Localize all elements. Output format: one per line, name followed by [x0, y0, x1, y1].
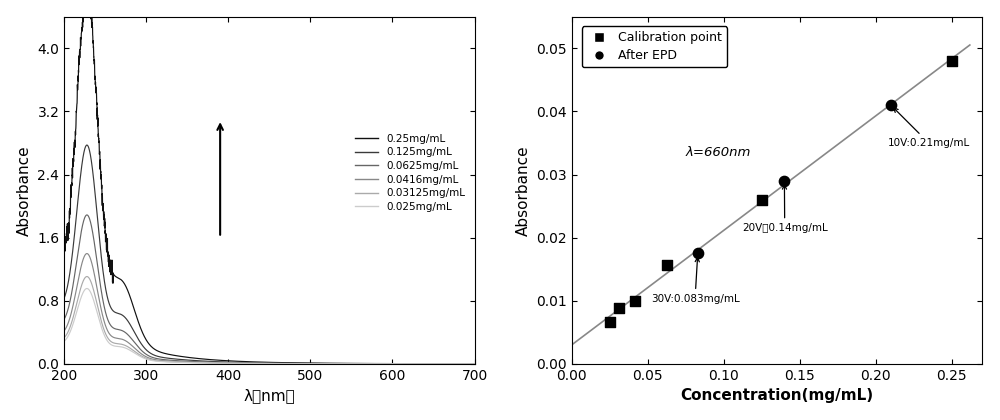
Legend: 0.25mg/mL, 0.125mg/mL, 0.0625mg/mL, 0.0416mg/mL, 0.03125mg/mL, 0.025mg/mL: 0.25mg/mL, 0.125mg/mL, 0.0625mg/mL, 0.04… [351, 130, 469, 216]
Calibration point [754, 197, 770, 203]
Text: 10V:0.21mg/mL: 10V:0.21mg/mL [888, 108, 970, 148]
Y-axis label: Absorbance: Absorbance [515, 145, 530, 236]
Calibration point [627, 297, 643, 304]
Y-axis label: Absorbance: Absorbance [17, 145, 32, 236]
Calibration point [944, 58, 960, 64]
After EPD [883, 102, 899, 108]
Legend: Calibration point, After EPD: Calibration point, After EPD [582, 26, 727, 67]
Text: λ=660nm: λ=660nm [686, 146, 751, 159]
X-axis label: Concentration(mg/mL): Concentration(mg/mL) [680, 388, 873, 403]
X-axis label: λ（nm）: λ（nm） [244, 388, 295, 403]
Text: 30V:0.083mg/mL: 30V:0.083mg/mL [651, 257, 739, 304]
Text: 20V：0.14mg/mL: 20V：0.14mg/mL [742, 185, 828, 234]
Calibration point [659, 261, 675, 268]
Calibration point [602, 319, 618, 326]
After EPD [690, 250, 706, 257]
Calibration point [611, 305, 627, 312]
After EPD [776, 178, 792, 184]
